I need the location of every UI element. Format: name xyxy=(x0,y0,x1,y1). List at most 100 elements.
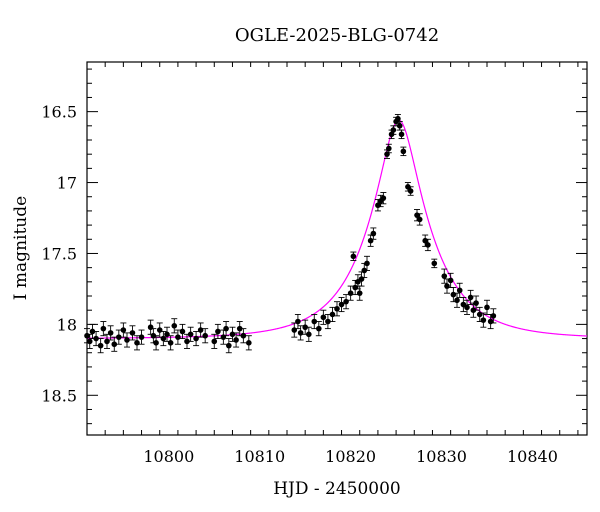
data-point xyxy=(398,129,405,140)
point-marker xyxy=(454,297,460,304)
point-marker xyxy=(425,242,431,248)
point-marker xyxy=(164,331,170,338)
point-marker xyxy=(395,115,401,122)
chart-title: OGLE-2025-BLG-0742 xyxy=(235,25,439,46)
point-marker xyxy=(447,277,454,284)
point-marker xyxy=(295,318,301,325)
point-marker xyxy=(343,298,349,305)
point-marker xyxy=(380,195,387,201)
point-marker xyxy=(441,273,448,279)
data-point xyxy=(124,332,130,348)
data-point xyxy=(171,318,178,334)
point-marker xyxy=(450,291,457,298)
point-marker xyxy=(167,340,174,346)
data-point xyxy=(214,323,221,340)
data-points xyxy=(84,114,497,354)
data-point xyxy=(400,146,407,157)
x-tick-label: 10820 xyxy=(325,447,376,466)
point-marker xyxy=(179,328,186,335)
data-point xyxy=(187,326,194,342)
y-tick-label: 18 xyxy=(57,315,77,334)
point-marker xyxy=(116,334,122,340)
point-marker xyxy=(476,311,483,318)
point-marker xyxy=(100,325,107,332)
point-marker xyxy=(202,332,208,339)
point-marker xyxy=(306,331,312,338)
point-marker xyxy=(484,304,490,311)
point-marker xyxy=(364,260,370,267)
point-marker xyxy=(160,335,167,342)
data-point xyxy=(347,285,354,301)
data-point xyxy=(364,255,370,271)
x-tick-label: 10810 xyxy=(234,447,285,466)
data-point xyxy=(291,322,298,338)
point-marker xyxy=(358,276,365,282)
x-tick-label: 10840 xyxy=(507,447,558,466)
data-point xyxy=(120,322,127,338)
point-marker xyxy=(456,287,463,294)
point-marker xyxy=(291,327,298,333)
point-marker xyxy=(138,334,145,340)
data-point xyxy=(480,312,487,328)
point-marker xyxy=(84,332,90,339)
point-marker xyxy=(464,304,470,311)
data-point xyxy=(454,292,460,308)
point-marker xyxy=(134,340,140,346)
data-point xyxy=(311,313,318,330)
data-point xyxy=(370,227,377,240)
point-marker xyxy=(320,314,327,321)
point-marker xyxy=(407,188,414,194)
point-marker xyxy=(338,301,345,308)
point-marker xyxy=(350,253,357,260)
point-marker xyxy=(370,230,377,237)
point-marker xyxy=(107,330,114,336)
point-marker xyxy=(197,327,204,333)
data-point xyxy=(202,328,209,344)
data-point xyxy=(467,289,474,305)
point-marker xyxy=(480,317,487,323)
data-point xyxy=(104,333,110,349)
data-point xyxy=(179,323,186,340)
data-point xyxy=(97,338,104,354)
data-point xyxy=(193,331,200,347)
data-point xyxy=(473,295,480,311)
point-marker xyxy=(97,342,104,349)
data-point xyxy=(431,258,438,269)
data-point xyxy=(233,332,240,348)
data-point xyxy=(240,328,247,344)
point-marker xyxy=(487,318,494,325)
data-point xyxy=(107,325,114,341)
data-point xyxy=(160,331,167,347)
data-point xyxy=(129,325,136,341)
data-point xyxy=(245,335,252,351)
point-marker xyxy=(325,318,331,325)
data-point xyxy=(324,313,331,330)
point-marker xyxy=(367,237,374,244)
point-marker xyxy=(329,311,336,318)
point-marker xyxy=(147,324,154,331)
y-tick-label: 17 xyxy=(57,174,77,193)
point-marker xyxy=(416,216,423,223)
data-point xyxy=(407,186,414,196)
point-marker xyxy=(400,148,407,155)
data-point xyxy=(174,329,181,345)
point-marker xyxy=(187,331,194,338)
data-point xyxy=(350,251,357,262)
data-point xyxy=(220,329,227,345)
point-marker xyxy=(297,330,304,336)
data-point xyxy=(424,238,431,252)
point-marker xyxy=(120,327,127,333)
data-point xyxy=(315,321,322,337)
point-marker xyxy=(215,328,221,335)
data-point xyxy=(416,213,423,226)
point-marker xyxy=(356,290,363,296)
point-marker xyxy=(229,331,236,338)
x-tick-label: 10830 xyxy=(416,447,467,466)
data-point xyxy=(138,329,145,345)
data-point xyxy=(320,309,327,325)
data-point xyxy=(484,299,490,315)
point-marker xyxy=(352,284,358,291)
x-axis-label: HJD - 2450000 xyxy=(273,479,401,499)
point-marker xyxy=(124,337,130,343)
